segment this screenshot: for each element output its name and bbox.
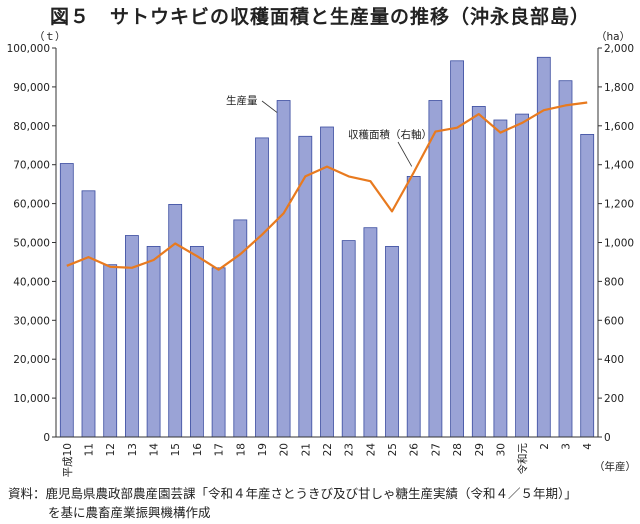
x-tick-label-1: 11 bbox=[84, 443, 96, 456]
y-left-unit: （ｔ） bbox=[34, 31, 66, 43]
y-left-tick-label-10: 100,000 bbox=[7, 43, 50, 55]
bar-13 bbox=[341, 240, 356, 438]
y-left-tick-label-0: 0 bbox=[43, 432, 50, 444]
bar-14 bbox=[363, 227, 378, 438]
annotation-production-leader bbox=[261, 100, 278, 113]
y-left-tick-label-4: 40,000 bbox=[13, 276, 50, 288]
x-tick-label-19: 29 bbox=[474, 443, 486, 456]
x-tick-label-16: 26 bbox=[409, 443, 421, 457]
chart: 0 10,000 20,000 30,000 40,000 50,000 60,000 70,… bbox=[7, 31, 636, 477]
source-line-1: 資料：鹿児島県農政部農産園芸課「令和４年産さとうきび及び甘しゃ糖生産実績（令和４… bbox=[8, 486, 577, 501]
bar-20 bbox=[493, 119, 508, 438]
bar-18 bbox=[450, 60, 465, 438]
y-right-tick-label-10: 2,000 bbox=[604, 43, 634, 55]
y-right-unit: （ha） bbox=[596, 31, 630, 43]
bar-9 bbox=[255, 137, 269, 438]
x-tick-label-2: 12 bbox=[105, 443, 117, 456]
x-tick-label-7: 17 bbox=[214, 443, 226, 456]
x-tick-label-8: 18 bbox=[235, 443, 247, 456]
bar-5 bbox=[168, 203, 183, 438]
x-tick-label-9: 19 bbox=[257, 443, 269, 456]
x-tick-label-20: 30 bbox=[495, 443, 507, 456]
x-tick-label-5: 15 bbox=[170, 443, 182, 456]
source-note: 資料：鹿児島県農政部農産園芸課「令和４年産さとうきび及び甘しゃ糖生産実績（令和４… bbox=[8, 484, 577, 522]
y-right-tick-label-1: 200 bbox=[604, 393, 624, 405]
y-right-tick-label-8: 1,600 bbox=[604, 121, 634, 133]
x-tick-label-4: 14 bbox=[149, 443, 161, 457]
x-tick-label-24: 4 bbox=[582, 443, 594, 450]
x-tick-label-22: 2 bbox=[539, 443, 551, 450]
y-right-tick-label-6: 1,200 bbox=[604, 199, 634, 211]
bar-7 bbox=[211, 267, 226, 438]
annotation-area: 収穫面積（右軸） bbox=[348, 128, 432, 141]
source-line-2: を基に農畜産業振興機構作成 bbox=[48, 505, 211, 520]
x-tick-label-23: 3 bbox=[560, 443, 572, 450]
bar-23 bbox=[558, 80, 573, 438]
x-tick-label-15: 25 bbox=[387, 443, 399, 456]
x-tick-label-10: 20 bbox=[279, 443, 291, 456]
y-right-tick-label-0: 0 bbox=[604, 432, 611, 444]
annotation-production: 生産量 bbox=[226, 94, 258, 107]
bar-21 bbox=[515, 113, 529, 438]
x-tick-label-0: 平成10 bbox=[62, 443, 74, 477]
y-left-tick-label-8: 80,000 bbox=[13, 121, 50, 133]
x-tick-label-11: 21 bbox=[300, 443, 312, 456]
y-right-tick-label-5: 1,000 bbox=[604, 238, 634, 250]
y-left-tick-label-5: 50,000 bbox=[13, 238, 50, 250]
bar-17 bbox=[428, 100, 443, 438]
bar-19 bbox=[471, 106, 486, 438]
x-tick-label-13: 23 bbox=[344, 443, 356, 456]
bar-2 bbox=[103, 264, 118, 438]
x-unit: （年産） bbox=[594, 460, 636, 473]
y-right-tick-label-4: 800 bbox=[604, 276, 624, 288]
bar-12 bbox=[320, 126, 334, 438]
bar-6 bbox=[189, 245, 204, 438]
y-right-tick-label-3: 600 bbox=[604, 315, 624, 327]
y-right-tick-label-2: 400 bbox=[604, 354, 624, 366]
y-left-tick-label-6: 60,000 bbox=[13, 199, 50, 211]
x-tick-label-3: 13 bbox=[127, 443, 139, 456]
annotation-area-leader bbox=[397, 141, 413, 167]
chart-title: 図５ サトウキビの収穫面積と生産量の推移（沖永良部島） bbox=[49, 6, 590, 28]
y-left-tick-label-7: 70,000 bbox=[13, 160, 50, 172]
bar-1 bbox=[81, 190, 96, 438]
bar-24 bbox=[580, 133, 595, 438]
bar-0 bbox=[59, 163, 74, 438]
bar-22 bbox=[536, 56, 551, 438]
y-left-tick-label-1: 10,000 bbox=[13, 393, 50, 405]
bar-11 bbox=[298, 135, 313, 438]
y-left-tick-label-9: 90,000 bbox=[13, 82, 50, 94]
x-tick-label-21: 令和元 bbox=[516, 443, 529, 475]
x-tick-label-18: 28 bbox=[452, 443, 464, 456]
y-left-tick-label-3: 30,000 bbox=[13, 315, 50, 327]
y-right-tick-label-7: 1,400 bbox=[604, 160, 634, 172]
x-tick-label-12: 22 bbox=[322, 443, 334, 456]
x-tick-label-6: 16 bbox=[192, 443, 204, 457]
y-left-tick-label-2: 20,000 bbox=[13, 354, 50, 366]
bar-16 bbox=[406, 175, 421, 438]
y-right-tick-label-9: 1,800 bbox=[604, 82, 634, 94]
bar-15 bbox=[385, 245, 399, 438]
bar-4 bbox=[146, 245, 161, 438]
x-tick-label-14: 24 bbox=[365, 443, 377, 457]
bar-10 bbox=[276, 100, 291, 438]
bar-8 bbox=[233, 219, 248, 438]
x-tick-label-17: 27 bbox=[430, 443, 442, 456]
